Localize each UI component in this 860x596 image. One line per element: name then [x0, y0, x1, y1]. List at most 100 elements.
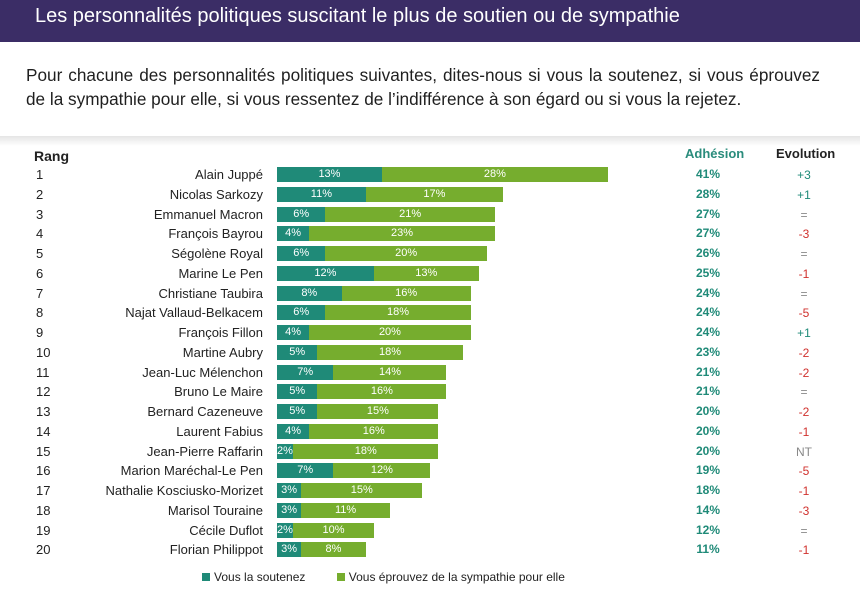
chart-row: 19 Cécile Duflot 2% 10% 12% = [0, 522, 860, 541]
evolution-value: +1 [797, 326, 811, 340]
evolution-value: -3 [798, 227, 810, 242]
rank-label: 18 [36, 502, 51, 518]
bar-sympathy: 18% [293, 443, 439, 459]
chart-row: 15 Jean-Pierre Raffarin 2% 18% 20% NT [0, 443, 860, 462]
rank-label: 16 [36, 463, 51, 479]
bar-sympathy: 20% [309, 325, 471, 340]
rank-label: 1 [36, 167, 44, 182]
rank-label: 15 [36, 443, 51, 459]
adhesion-value: 23% [695, 344, 721, 359]
category-label: Alain Juppé [195, 167, 263, 182]
question-text: Pour chacune des personnalités politique… [26, 65, 820, 109]
adhesion-value: 21% [695, 364, 721, 379]
category-label: Marine Le Pen [178, 265, 263, 281]
rank-label: 11 [36, 364, 50, 380]
bar-sympathy: 18% [325, 305, 471, 321]
adhesion-value: 26% [695, 246, 721, 260]
rank-label: 13 [36, 404, 51, 419]
chart-row: 7 Christiane Taubira 8% 16% 24% = [0, 285, 860, 304]
category-label: Christiane Taubira [158, 285, 263, 301]
evolution-column-header: Evolution [776, 146, 836, 161]
header-bar: Les personnalités politiques suscitant l… [0, 0, 860, 42]
category-label: Najat Vallaud-Belkacem [125, 305, 263, 321]
evolution-value: = [800, 523, 808, 538]
bar-sympathy: 14% [333, 364, 447, 380]
evolution-value: -5 [798, 464, 810, 479]
category-label: Emmanuel Macron [153, 206, 263, 222]
legend-label-support: Vous la soutenez [214, 570, 306, 584]
category-label: Bernard Cazeneuve [147, 404, 263, 419]
adhesion-value: 14% [695, 502, 721, 517]
rank-label: 3 [36, 206, 44, 222]
adhesion-value: 24% [695, 285, 721, 300]
bar-sympathy: 16% [317, 384, 447, 400]
evolution-value: -2 [798, 365, 810, 380]
chart-row: 2 Nicolas Sarkozy 11% 17% 28% +1 [0, 186, 860, 205]
chart-row: 11 Jean-Luc Mélenchon 7% 14% 21% -2 [0, 364, 860, 383]
bar-support: 3% [277, 502, 302, 518]
page-title: Les personnalités politiques suscitant l… [35, 5, 680, 27]
chart-row: 17 Nathalie Kosciusko-Morizet 3% 15% 18% -1 [0, 482, 860, 501]
bar-support: 11% [277, 186, 366, 202]
rank-label: 10 [36, 344, 51, 360]
adhesion-value: 24% [695, 325, 721, 339]
bar-sympathy: 12% [333, 463, 431, 479]
legend-item-support: Vous la soutenez [202, 570, 305, 584]
rank-label: 7 [36, 285, 44, 301]
chart-row: 8 Najat Vallaud-Belkacem 6% 18% 24% -5 [0, 304, 860, 323]
bar-support: 3% [277, 483, 302, 498]
category-label: Nathalie Kosciusko-Morizet [105, 483, 263, 498]
category-label: Nicolas Sarkozy [169, 186, 263, 202]
evolution-value: = [800, 247, 808, 261]
bar-support: 4% [277, 325, 310, 340]
legend-label-sympathy: Vous éprouvez de la sympathie pour elle [348, 570, 565, 584]
adhesion-value: 21% [695, 384, 721, 399]
chart-legend: Vous la soutenez Vous éprouvez de la sym… [202, 570, 593, 584]
bar-support: 5% [277, 384, 318, 400]
rank-label: 2 [36, 186, 44, 202]
adhesion-value: 28% [695, 186, 721, 201]
category-label: Bruno Le Maire [174, 384, 263, 400]
category-label: Jean-Pierre Raffarin [146, 443, 263, 459]
rank-label: 19 [36, 522, 51, 538]
chart-row: 14 Laurent Fabius 4% 16% 20% -1 [0, 423, 860, 442]
legend-swatch-sympathy [336, 573, 345, 581]
evolution-value: -5 [798, 306, 810, 321]
rank-label: 12 [36, 384, 51, 400]
bar-support: 6% [277, 305, 326, 321]
chart-row: 9 François Fillon 4% 20% 24% +1 [0, 324, 860, 343]
rank-label: 14 [36, 423, 51, 439]
chart-row: 16 Marion Maréchal-Le Pen 7% 12% 19% -5 [0, 462, 860, 481]
adhesion-value: 11% [696, 542, 720, 557]
evolution-value: -1 [798, 266, 810, 281]
evolution-value: -3 [798, 503, 810, 518]
evolution-value: -1 [798, 484, 810, 498]
bar-support: 6% [277, 246, 326, 261]
evolution-value: = [800, 286, 808, 301]
evolution-value: = [800, 385, 808, 400]
bar-support: 2% [277, 522, 294, 538]
evolution-value: -2 [798, 345, 810, 360]
bar-sympathy: 15% [301, 483, 423, 498]
evolution-value: +1 [797, 187, 811, 202]
rank-label: 6 [36, 265, 44, 281]
category-label: Laurent Fabius [176, 423, 263, 439]
adhesion-value: 20% [695, 404, 721, 418]
category-label: Florian Philippot [169, 542, 263, 558]
bar-sympathy: 17% [365, 186, 503, 202]
adhesion-value: 20% [695, 443, 721, 458]
adhesion-value: 41% [695, 167, 721, 181]
bar-sympathy: 8% [301, 542, 366, 558]
adhesion-value: 18% [695, 483, 721, 497]
bar-support: 5% [277, 404, 318, 419]
category-label: Martine Aubry [182, 344, 263, 360]
bar-sympathy: 16% [309, 423, 439, 439]
evolution-value: +3 [797, 168, 811, 182]
rank-label: 4 [36, 226, 44, 242]
evolution-value: -1 [798, 543, 810, 558]
chart-row: 13 Bernard Cazeneuve 5% 15% 20% -2 [0, 403, 860, 422]
bar-support: 13% [277, 167, 382, 182]
category-label: François Bayrou [168, 226, 263, 242]
chart-row: 4 François Bayrou 4% 23% 27% -3 [0, 225, 860, 244]
category-label: Cécile Duflot [189, 522, 263, 538]
